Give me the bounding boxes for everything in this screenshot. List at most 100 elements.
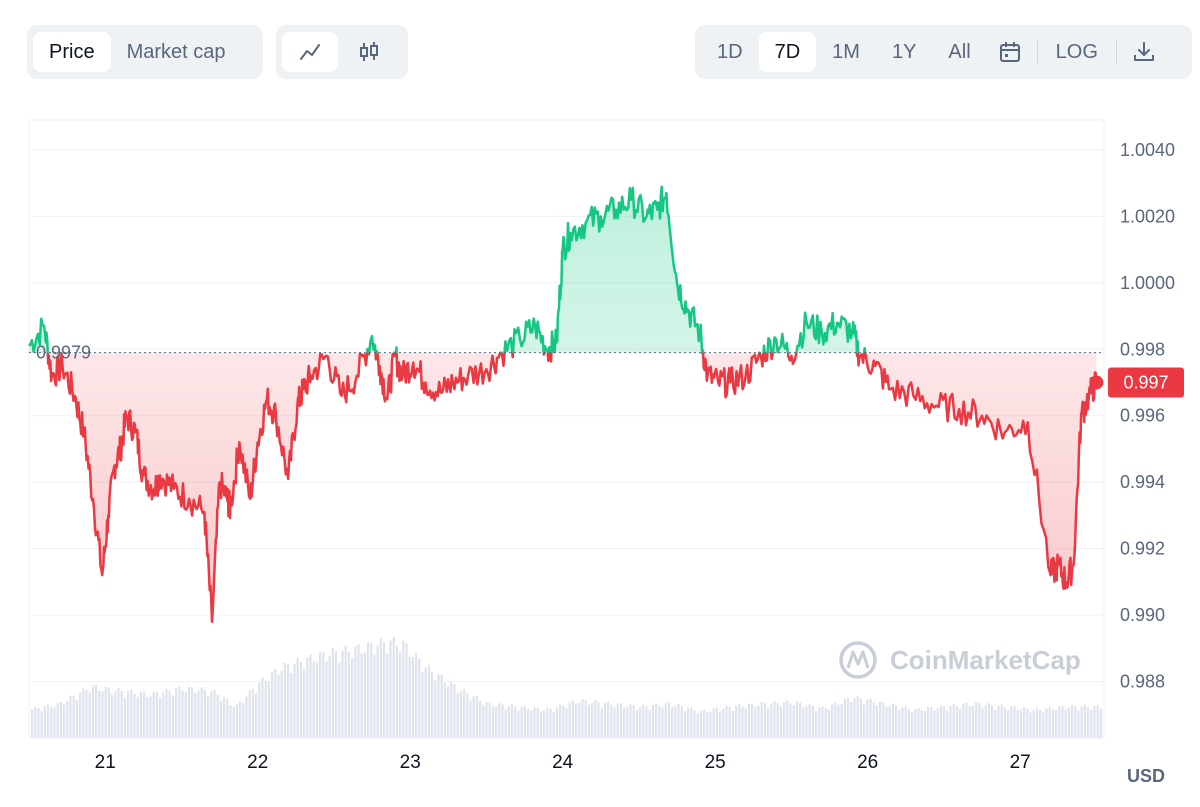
volume-bar [383, 642, 386, 738]
reference-price-label: 0.9979 [36, 343, 91, 363]
volume-bar [47, 704, 50, 738]
volume-bar [491, 706, 494, 738]
volume-bar [1039, 709, 1042, 738]
volume-bar [197, 691, 200, 738]
volume-bar [530, 710, 533, 738]
volume-bar [114, 691, 117, 738]
toolbar-divider [1115, 39, 1117, 65]
volume-bar [91, 685, 94, 738]
volume-bar [274, 669, 277, 738]
volume-bar [341, 650, 344, 738]
volume-bar [43, 706, 46, 738]
volume-bar [408, 656, 411, 738]
volume-bar [792, 704, 795, 738]
volume-bar [418, 658, 421, 738]
volume-bar [514, 706, 517, 738]
volume-bar [1019, 709, 1022, 738]
volume-bar [405, 643, 408, 738]
volume-bar [181, 690, 184, 738]
volume-bar [312, 661, 315, 738]
line-chart-button[interactable] [282, 32, 338, 72]
y-axis: 1.0040 1.0020 1.0000 0.998 0.996 0.994 0.992 0.… [1120, 140, 1175, 692]
volume-bar [613, 707, 616, 738]
volume-bar [427, 665, 430, 738]
calendar-button[interactable] [987, 32, 1033, 72]
volume-bar [127, 691, 130, 738]
volume-bar [527, 708, 530, 738]
range-1y[interactable]: 1Y [891, 41, 917, 63]
volume-bar [315, 662, 318, 738]
volume-bar [203, 689, 206, 738]
volume-bar [1032, 709, 1035, 738]
volume-bar [466, 692, 469, 738]
volume-bar [120, 690, 123, 738]
volume-bar [907, 708, 910, 738]
volume-bar [859, 698, 862, 738]
range-1d[interactable]: 1D [717, 41, 743, 63]
volume-bar [469, 700, 472, 738]
volume-bar [219, 700, 222, 738]
volume-bar [155, 692, 158, 738]
volume-bar [789, 703, 792, 738]
volume-bar [421, 672, 424, 738]
volume-bar [213, 689, 216, 738]
volume-bar [891, 703, 894, 738]
volume-bar [895, 705, 898, 738]
volume-bar [575, 703, 578, 738]
range-all[interactable]: All [948, 41, 971, 63]
volume-bar [821, 706, 824, 738]
volume-bar [610, 704, 613, 738]
volume-bar [162, 692, 165, 738]
volume-bar [850, 702, 853, 738]
volume-bar [79, 692, 82, 738]
volume-bar [933, 710, 936, 738]
volume-bar [747, 703, 750, 738]
log-scale-toggle[interactable]: LOG [1055, 41, 1098, 63]
volume-bar [831, 704, 834, 738]
volume-bar [389, 640, 392, 738]
volume-bar [456, 692, 459, 738]
volume-bar [482, 704, 485, 738]
volume-bar [1064, 709, 1067, 738]
volume-bar [856, 696, 859, 738]
volume-bar [664, 702, 667, 738]
volume-bar [731, 710, 734, 738]
volume-bar [674, 706, 677, 738]
volume-bar [488, 702, 491, 738]
volume-bar [930, 707, 933, 738]
volume-bar [770, 703, 773, 738]
volume-bar [277, 674, 280, 738]
volume-bar [690, 707, 693, 738]
volume-bar [693, 710, 696, 738]
volume-bar [968, 706, 971, 738]
volume-bar [696, 713, 699, 738]
volume-bar [872, 702, 875, 738]
volume-bar [619, 703, 622, 738]
volume-bar [639, 707, 642, 738]
volume-bar [767, 707, 770, 738]
volume-bar [581, 699, 584, 738]
range-7d[interactable]: 7D [758, 32, 817, 72]
volume-bar [165, 688, 168, 738]
volume-bar [450, 681, 453, 738]
volume-bar [347, 651, 350, 738]
y-tick-label: 0.994 [1120, 472, 1165, 492]
volume-bar [229, 705, 232, 738]
volume-bar [31, 709, 34, 738]
volume-bar [501, 704, 504, 738]
tab-market-cap[interactable]: Market cap [126, 41, 226, 63]
candlestick-button[interactable] [338, 32, 400, 72]
range-1m[interactable]: 1M [832, 41, 860, 63]
volume-bar [255, 692, 258, 738]
tab-price[interactable]: Price [33, 32, 111, 72]
volume-bar [309, 654, 312, 738]
volume-bar [200, 687, 203, 738]
volume-bar [741, 706, 744, 738]
volume-bar [351, 658, 354, 738]
download-button[interactable] [1121, 32, 1167, 72]
volume-bar [123, 697, 126, 738]
volume-bar [184, 691, 187, 738]
x-tick-label: 22 [247, 752, 268, 773]
volume-bar [434, 680, 437, 738]
